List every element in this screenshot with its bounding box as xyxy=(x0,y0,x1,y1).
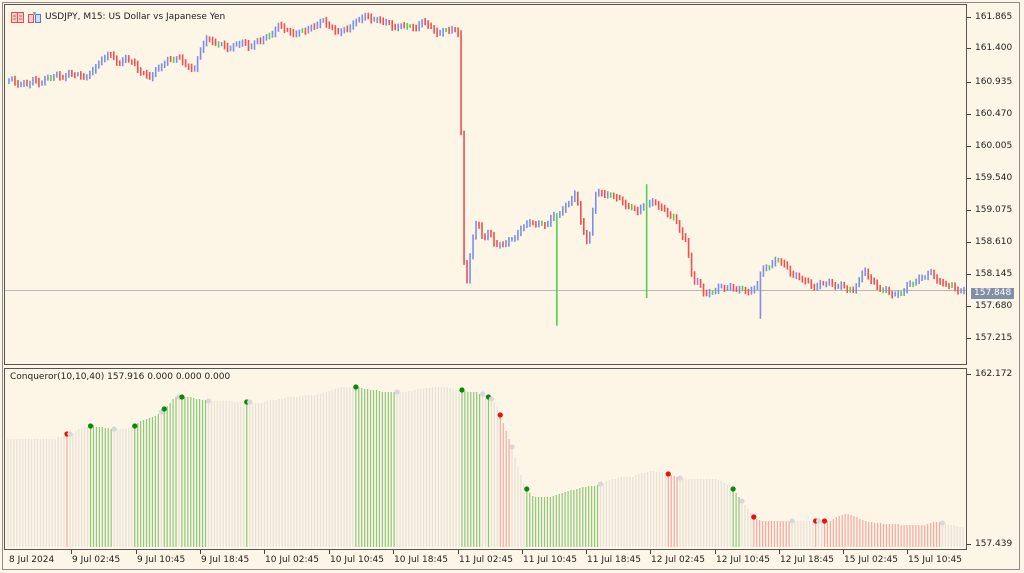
indicator-axis-min: 157.439 xyxy=(975,539,1013,549)
time-axis-label: 10 Jul 02:45 xyxy=(265,555,319,565)
price-axis-label: 158.610 xyxy=(975,237,1013,247)
price-axis-label: 161.400 xyxy=(975,43,1013,53)
price-axis-tick xyxy=(967,242,971,243)
time-axis-label: 9 Jul 10:45 xyxy=(137,555,186,565)
time-axis-tick xyxy=(715,550,716,554)
time-axis-label: 10 Jul 10:45 xyxy=(330,555,384,565)
price-axis-tick xyxy=(967,146,971,147)
indicator-title: Conqueror(10,10,40) 157.916 0.000 0.000 … xyxy=(10,372,231,382)
time-axis-label: 15 Jul 10:45 xyxy=(908,555,962,565)
price-axis-label: 159.540 xyxy=(975,173,1013,183)
price-axis-label: 159.075 xyxy=(975,205,1013,215)
price-axis-tick xyxy=(967,274,971,275)
indicator-axis[interactable]: 162.172 157.439 xyxy=(967,368,1023,550)
price-axis-label: 160.470 xyxy=(975,109,1013,119)
price-axis-tick xyxy=(967,178,971,179)
time-axis-tick xyxy=(522,550,523,554)
price-axis-label: 160.005 xyxy=(975,141,1013,151)
time-axis-tick xyxy=(586,550,587,554)
price-axis[interactable]: 161.865 161.400 160.935 160.470 160.005 159.5… xyxy=(967,4,1023,365)
time-axis-tick xyxy=(458,550,459,554)
time-axis-tick xyxy=(779,550,780,554)
time-axis-tick xyxy=(650,550,651,554)
time-axis-tick xyxy=(329,550,330,554)
chart-properties-icon[interactable] xyxy=(28,11,41,23)
time-axis-tick xyxy=(393,550,394,554)
indicator-axis-tick xyxy=(967,544,971,545)
price-axis-tick xyxy=(967,114,971,115)
indicator-pane[interactable]: Conqueror(10,10,40) 157.916 0.000 0.000 … xyxy=(4,368,967,550)
time-axis-tick xyxy=(843,550,844,554)
price-axis-tick xyxy=(967,17,971,18)
time-axis-tick xyxy=(907,550,908,554)
time-axis-tick xyxy=(136,550,137,554)
current-price-tag: 157.848 xyxy=(971,288,1014,299)
time-axis-label: 8 Jul 2024 xyxy=(9,555,55,565)
time-axis-label: 11 Jul 02:45 xyxy=(459,555,513,565)
price-axis-tick xyxy=(967,210,971,211)
indicator-axis-tick xyxy=(967,374,971,375)
time-axis-label: 11 Jul 18:45 xyxy=(587,555,641,565)
time-axis-label: 10 Jul 18:45 xyxy=(394,555,448,565)
price-axis-tick xyxy=(967,338,971,339)
price-axis-label: 157.680 xyxy=(975,301,1013,311)
price-axis-label: 160.935 xyxy=(975,77,1013,87)
time-axis[interactable]: 8 Jul 2024 9 Jul 02:45 9 Jul 10:45 9 Jul 18… xyxy=(4,550,967,570)
chart-title: USDJPY, M15: US Dollar vs Japanese Yen xyxy=(45,12,226,22)
time-axis-tick xyxy=(264,550,265,554)
trade-panel-icon[interactable] xyxy=(11,11,24,23)
price-axis-tick xyxy=(967,306,971,307)
time-axis-label: 12 Jul 10:45 xyxy=(716,555,770,565)
time-axis-tick xyxy=(200,550,201,554)
price-axis-label: 158.145 xyxy=(975,269,1013,279)
price-axis-tick xyxy=(967,82,971,83)
time-axis-label: 12 Jul 18:45 xyxy=(780,555,834,565)
time-axis-label: 15 Jul 02:45 xyxy=(844,555,898,565)
time-axis-label: 9 Jul 18:45 xyxy=(201,555,250,565)
price-candles xyxy=(5,12,966,326)
time-axis-label: 11 Jul 10:45 xyxy=(523,555,577,565)
time-axis-label: 9 Jul 02:45 xyxy=(72,555,121,565)
price-axis-label: 161.865 xyxy=(975,12,1013,22)
chart-title-bar: USDJPY, M15: US Dollar vs Japanese Yen xyxy=(11,10,225,24)
price-axis-label: 157.215 xyxy=(975,333,1013,343)
time-axis-label: 12 Jul 02:45 xyxy=(651,555,705,565)
price-chart-pane[interactable]: USDJPY, M15: US Dollar vs Japanese Yen xyxy=(4,4,967,365)
price-axis-tick xyxy=(967,48,971,49)
time-axis-tick xyxy=(71,550,72,554)
indicator-axis-max: 162.172 xyxy=(975,369,1013,379)
indicator-histogram xyxy=(7,384,964,547)
